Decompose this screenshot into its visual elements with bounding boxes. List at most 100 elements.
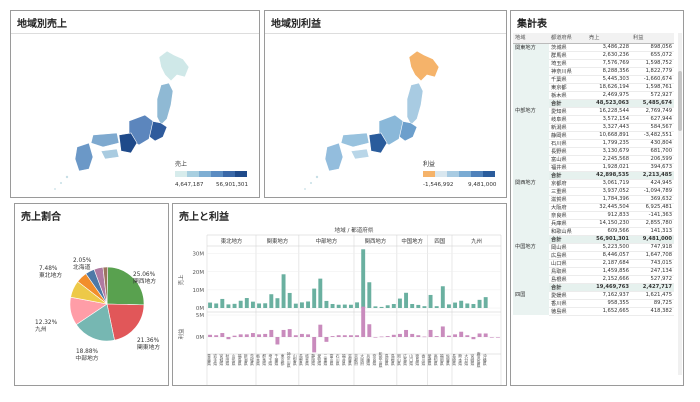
table-total-row[interactable]: 合計 48,523,063 5,485,674	[513, 99, 674, 108]
table-row[interactable]: 岐阜県 3,572,154 627,944	[513, 115, 674, 124]
profit-bar[interactable]	[263, 333, 268, 337]
sales-bar[interactable]	[269, 294, 274, 308]
table-row[interactable]: 関東地方 茨城県 3,486,228 898,056	[513, 43, 674, 107]
table-row[interactable]: 神奈川県 8,288,356 1,822,779	[513, 67, 674, 76]
sales-bar[interactable]	[477, 299, 482, 308]
sales-bar[interactable]	[410, 304, 415, 308]
table-row[interactable]: 埼玉県 7,576,769 1,598,752	[513, 59, 674, 68]
pie-panel[interactable]: 売上割合 25.06% 関西地方 21.36% 関東地方 18.88% 中部地方 12.32…	[14, 203, 169, 386]
sales-bar[interactable]	[428, 294, 433, 308]
sales-bar[interactable]	[257, 303, 262, 308]
table-row[interactable]: 長野県 3,130,679 681,700	[513, 147, 674, 156]
profit-bar[interactable]	[477, 333, 482, 337]
sales-bar[interactable]	[446, 304, 451, 308]
table-row[interactable]: 東京都 18,626,194 1,598,761	[513, 83, 674, 92]
pie-chart[interactable]: 25.06%関西地方 21.36%関東地方 18.88%中部地方 12.32%九州 7.…	[15, 224, 168, 384]
profit-bar[interactable]	[446, 335, 451, 337]
profit-bar[interactable]	[281, 329, 286, 337]
pie-slice[interactable]	[75, 303, 115, 342]
profit-bar[interactable]	[318, 324, 323, 337]
pie-slice[interactable]	[102, 266, 109, 305]
sales-bar[interactable]	[336, 304, 341, 308]
sales-bar[interactable]	[287, 292, 292, 308]
sales-bar[interactable]	[208, 302, 213, 308]
table-row[interactable]: 富山県 2,245,568 206,599	[513, 155, 674, 164]
pie-slice[interactable]	[106, 266, 145, 306]
sales-bar[interactable]	[263, 303, 268, 308]
profit-bar[interactable]	[269, 329, 274, 337]
sales-bar[interactable]	[244, 298, 249, 308]
profit-bar[interactable]	[299, 333, 304, 337]
sales-bar[interactable]	[373, 306, 378, 308]
summary-table[interactable]: 地域 都道府県 売上 利益 関東地方 茨城県 3,486,228 898,056 群馬県…	[513, 33, 674, 316]
sales-bar[interactable]	[471, 304, 476, 308]
profit-bar[interactable]	[410, 333, 415, 337]
profit-bar[interactable]	[336, 335, 341, 337]
table-row[interactable]: 中部地方 愛知県 16,228,544 2,769,749	[513, 107, 674, 179]
sales-bar[interactable]	[275, 298, 280, 308]
region-header[interactable]: 中部地方	[316, 237, 338, 245]
table-scrollbar-thumb[interactable]	[678, 71, 682, 131]
sales-bar[interactable]	[453, 302, 458, 308]
profit-bar[interactable]	[404, 329, 409, 337]
profit-bar[interactable]	[391, 334, 396, 337]
sales-bar[interactable]	[465, 303, 470, 308]
sales-bar[interactable]	[238, 300, 243, 308]
table-scrollbar-track[interactable]	[678, 33, 682, 375]
sales-bar[interactable]	[293, 303, 298, 308]
table-row[interactable]: 群馬県 2,630,236 655,072	[513, 51, 674, 60]
profit-bar[interactable]	[257, 334, 262, 337]
sales-bar[interactable]	[416, 304, 421, 308]
profit-bar[interactable]	[385, 336, 390, 337]
table-row[interactable]: 新潟県 3,327,443 584,567	[513, 123, 674, 132]
table-row[interactable]: 和歌山県 609,566 141,313	[513, 227, 674, 236]
sales-bar[interactable]	[391, 304, 396, 308]
col-header-prefecture[interactable]: 都道府県	[549, 33, 587, 44]
table-row[interactable]: 千葉県 5,445,303 -1,660,674	[513, 75, 674, 84]
profit-bar[interactable]	[465, 335, 470, 337]
table-total-row[interactable]: 合計 42,898,535 2,213,485	[513, 171, 674, 180]
profit-bar[interactable]	[471, 337, 476, 340]
sales-map[interactable]: 売上 4,647,187 56,901,301	[11, 35, 259, 195]
profit-bar[interactable]	[250, 333, 255, 337]
profit-map-panel[interactable]: 地域別利益 利益 -1,546,992 9,481,000	[264, 10, 507, 198]
region-header[interactable]: 関西地方	[365, 237, 387, 245]
col-header-profit[interactable]: 利益	[631, 33, 674, 44]
table-row[interactable]: 三重県 3,937,052 -1,094,789	[513, 187, 674, 196]
profit-bar[interactable]	[306, 334, 311, 337]
table-row[interactable]: 大阪府 32,445,504 6,925,481	[513, 203, 674, 212]
table-row[interactable]: 四国 愛媛県 7,162,937 1,621,475	[513, 291, 674, 315]
profit-bar[interactable]	[459, 331, 464, 337]
profit-bar[interactable]	[275, 337, 280, 345]
sales-map-panel[interactable]: 地域別売上 売上 4,647,187 56,901	[10, 10, 260, 198]
sales-bar[interactable]	[361, 249, 366, 308]
sales-bar[interactable]	[483, 297, 488, 308]
sales-bar[interactable]	[342, 304, 347, 308]
profit-bar[interactable]	[379, 336, 384, 338]
profit-bar[interactable]	[434, 336, 439, 337]
profit-bar[interactable]	[483, 333, 488, 337]
summary-table-panel[interactable]: 集計表 地域 都道府県 売上 利益 関東地方 茨城県 3,486,228 898,05…	[510, 10, 684, 386]
table-row[interactable]: 鳥取県 1,459,856 247,134	[513, 267, 674, 276]
profit-bar[interactable]	[232, 335, 237, 337]
region-header[interactable]: 東北地方	[221, 237, 243, 245]
profit-bar[interactable]	[440, 326, 445, 337]
sales-bar[interactable]	[385, 305, 390, 308]
table-row[interactable]: 滋賀県 1,784,396 369,632	[513, 195, 674, 204]
table-row[interactable]: 関西地方 京都府 3,061,719 424,945	[513, 179, 674, 243]
sales-bar[interactable]	[214, 303, 219, 308]
sales-bar[interactable]	[422, 306, 427, 308]
profit-bar[interactable]	[312, 337, 317, 353]
profit-bar[interactable]	[361, 306, 366, 337]
table-row[interactable]: 静岡県 10,668,891 -3,482,551	[513, 131, 674, 140]
profit-bar[interactable]	[355, 335, 360, 337]
profit-bar[interactable]	[287, 329, 292, 337]
profit-bar[interactable]	[238, 334, 243, 337]
region-header[interactable]: 四国	[434, 238, 445, 245]
region-header[interactable]: 関東地方	[267, 237, 289, 245]
profit-bar[interactable]	[330, 336, 335, 337]
profit-bar[interactable]	[397, 333, 402, 337]
col-header-region[interactable]: 地域	[513, 33, 549, 44]
sales-bar[interactable]	[318, 278, 323, 308]
region-header[interactable]: 九州	[471, 237, 482, 245]
